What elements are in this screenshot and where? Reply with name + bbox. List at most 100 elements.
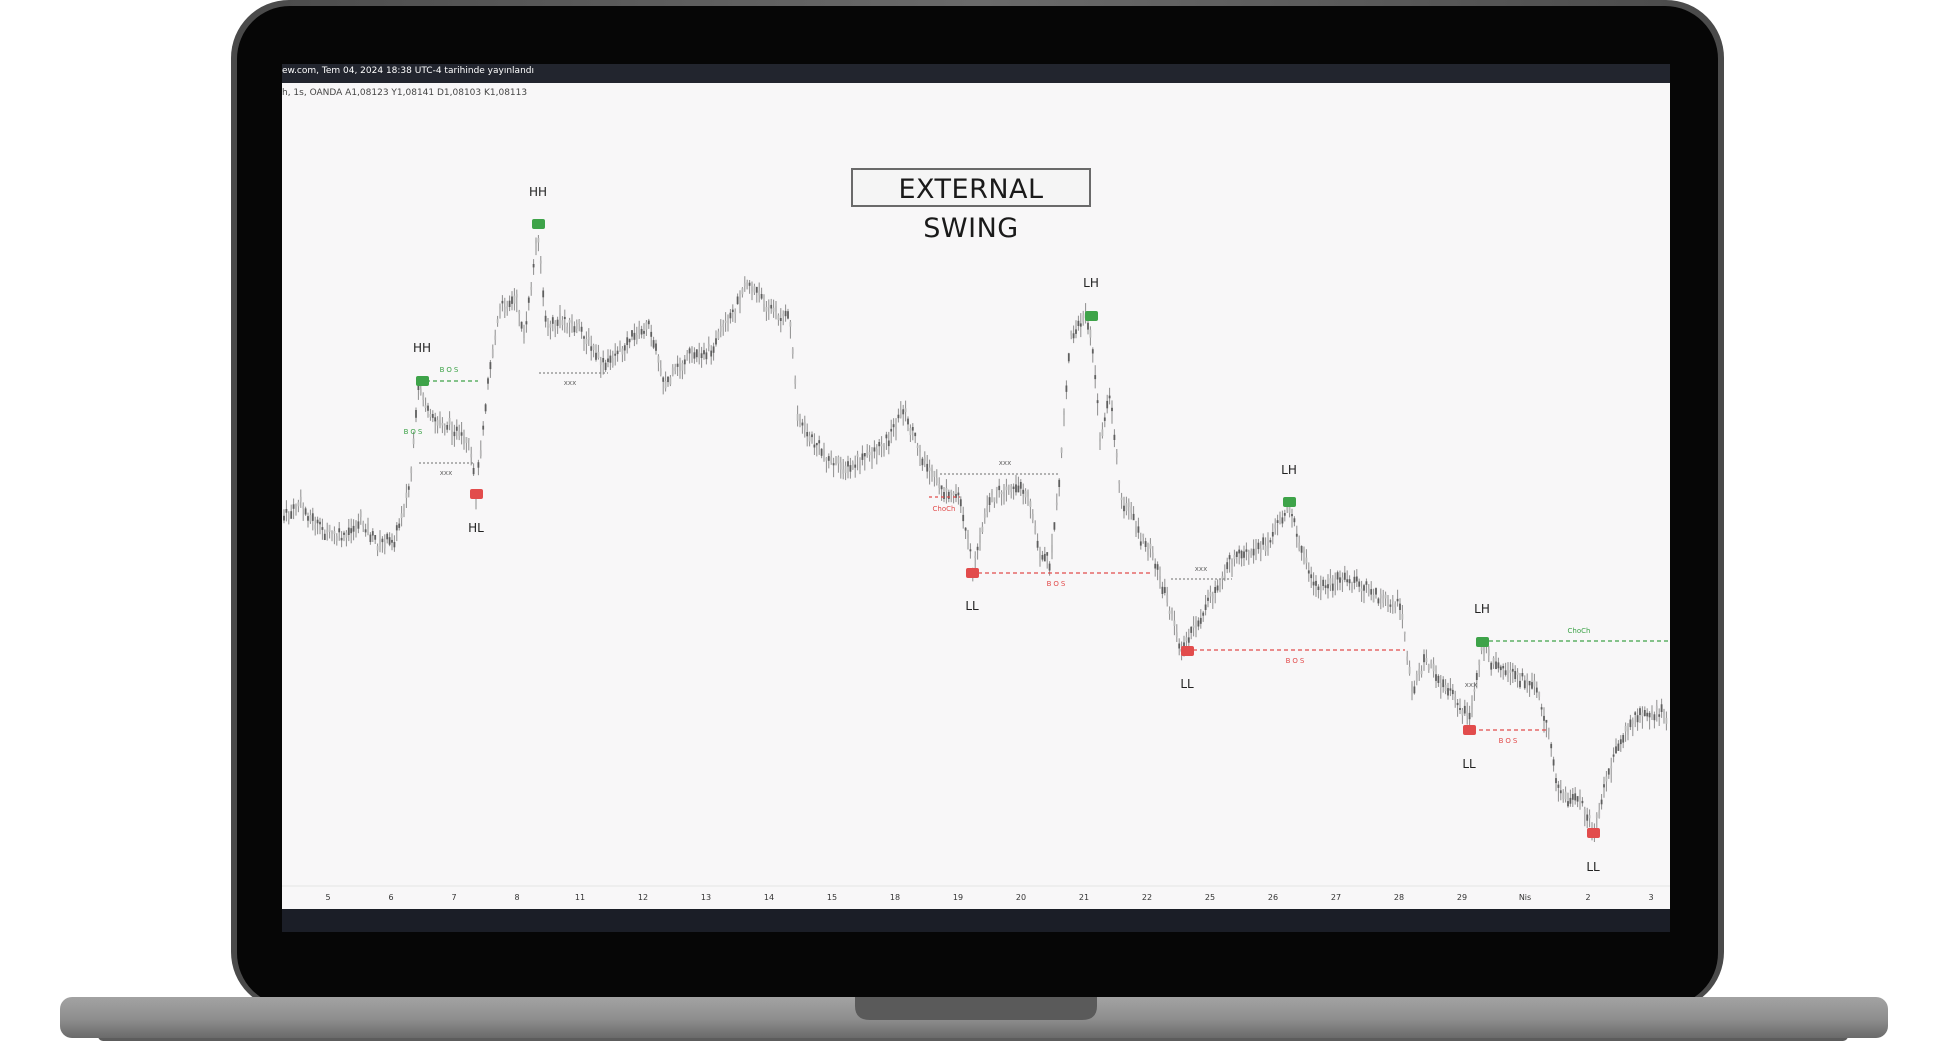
candle-body — [386, 533, 389, 540]
candle-body — [1099, 438, 1101, 442]
candle-body — [1641, 712, 1644, 717]
candle-body — [1264, 545, 1267, 552]
candle-body — [827, 456, 830, 461]
candle-body — [967, 533, 969, 539]
candle-body — [1171, 608, 1173, 614]
structure-label: ChoCh — [1568, 627, 1591, 635]
candle-body — [1034, 525, 1037, 534]
candle-body — [1029, 501, 1032, 507]
candle-body — [1418, 668, 1421, 675]
candle-body — [839, 462, 842, 470]
candle-body — [995, 486, 998, 491]
candle-body — [1631, 720, 1634, 724]
candle-body — [326, 529, 329, 533]
candle-body — [974, 555, 977, 559]
candle-body — [453, 431, 456, 437]
swing-label: LL — [1180, 677, 1194, 691]
candle-body — [1504, 670, 1507, 675]
candle-body — [535, 240, 537, 244]
swing-marker-low — [470, 489, 483, 499]
candle-body — [1540, 707, 1543, 710]
candle-body — [1526, 679, 1529, 683]
candle-body — [1010, 485, 1013, 493]
candle-body — [1363, 585, 1365, 591]
candle-body — [1610, 765, 1613, 769]
candle-body — [1519, 680, 1521, 688]
swing-marker-high — [416, 376, 429, 386]
candle-body — [1653, 714, 1656, 721]
candle-body — [1502, 666, 1505, 669]
candle-body — [1439, 683, 1442, 688]
candle-body — [467, 438, 470, 441]
candle-body — [844, 465, 847, 473]
candle-body — [381, 538, 384, 543]
candle-body — [419, 388, 422, 395]
candle-body — [1113, 434, 1116, 440]
candle-body — [775, 305, 777, 312]
candle-body — [880, 444, 883, 447]
candle-body — [1627, 728, 1629, 736]
candle-body — [981, 526, 984, 532]
candle-body — [1571, 794, 1574, 800]
candle-body — [611, 358, 614, 366]
candle-body — [333, 531, 336, 534]
candle-body — [919, 449, 921, 453]
x-axis-tick: 18 — [890, 893, 900, 902]
structure-label: BOS — [404, 428, 425, 436]
candle-body — [1432, 663, 1435, 672]
candle-body — [494, 335, 497, 340]
candle-body — [491, 349, 494, 358]
candle-body — [1007, 484, 1010, 490]
candle-body — [1355, 576, 1358, 582]
bottom-toolbar — [282, 909, 1670, 932]
candle-body — [902, 409, 905, 415]
candle-body — [1336, 572, 1339, 580]
candle-body — [299, 496, 302, 502]
swing-marker-high — [532, 219, 545, 229]
candle-body — [1420, 670, 1423, 675]
candle-body — [1607, 768, 1610, 775]
candle-body — [1413, 686, 1416, 694]
swing-label: LL — [1586, 860, 1600, 874]
chart-watermark: ew.com, Tem 04, 2024 18:38 UTC-4 tarihin… — [282, 66, 534, 76]
candle-body — [1480, 646, 1483, 651]
candle-body — [501, 300, 504, 304]
candle-body — [823, 450, 825, 455]
candle-body — [1408, 666, 1411, 674]
candle-body — [719, 326, 722, 332]
candle-body — [1574, 793, 1577, 801]
candle-body — [835, 456, 837, 465]
candle-body — [1663, 709, 1665, 714]
candle-body — [1166, 594, 1169, 603]
candle-body — [307, 516, 309, 521]
candle-body — [787, 311, 789, 319]
candle-body — [825, 457, 828, 461]
candle-body — [1178, 643, 1181, 649]
candle-body — [1123, 505, 1125, 512]
candle-body — [1022, 489, 1025, 494]
candle-body — [842, 469, 845, 474]
candle-body — [400, 513, 403, 518]
candle-body — [549, 323, 552, 328]
candle-body — [631, 330, 633, 337]
candle-body — [784, 310, 787, 317]
candle-body — [712, 346, 715, 353]
swing-marker-low — [1181, 646, 1194, 656]
candle-body — [1135, 526, 1137, 535]
candle-body — [729, 312, 732, 319]
candle-body — [887, 440, 890, 447]
candle-body — [441, 422, 444, 426]
candle-body — [801, 422, 804, 426]
candle-body — [338, 528, 341, 533]
candle-body — [314, 524, 317, 529]
candle-body — [935, 477, 938, 484]
candle-body — [717, 331, 720, 339]
candle-body — [609, 355, 612, 363]
candle-body — [952, 492, 955, 496]
candle-body — [707, 343, 710, 347]
candle-body — [1151, 552, 1154, 558]
candle-body — [695, 349, 698, 358]
candle-body — [1384, 594, 1387, 599]
candle-body — [1495, 661, 1497, 670]
candle-body — [1163, 587, 1166, 593]
